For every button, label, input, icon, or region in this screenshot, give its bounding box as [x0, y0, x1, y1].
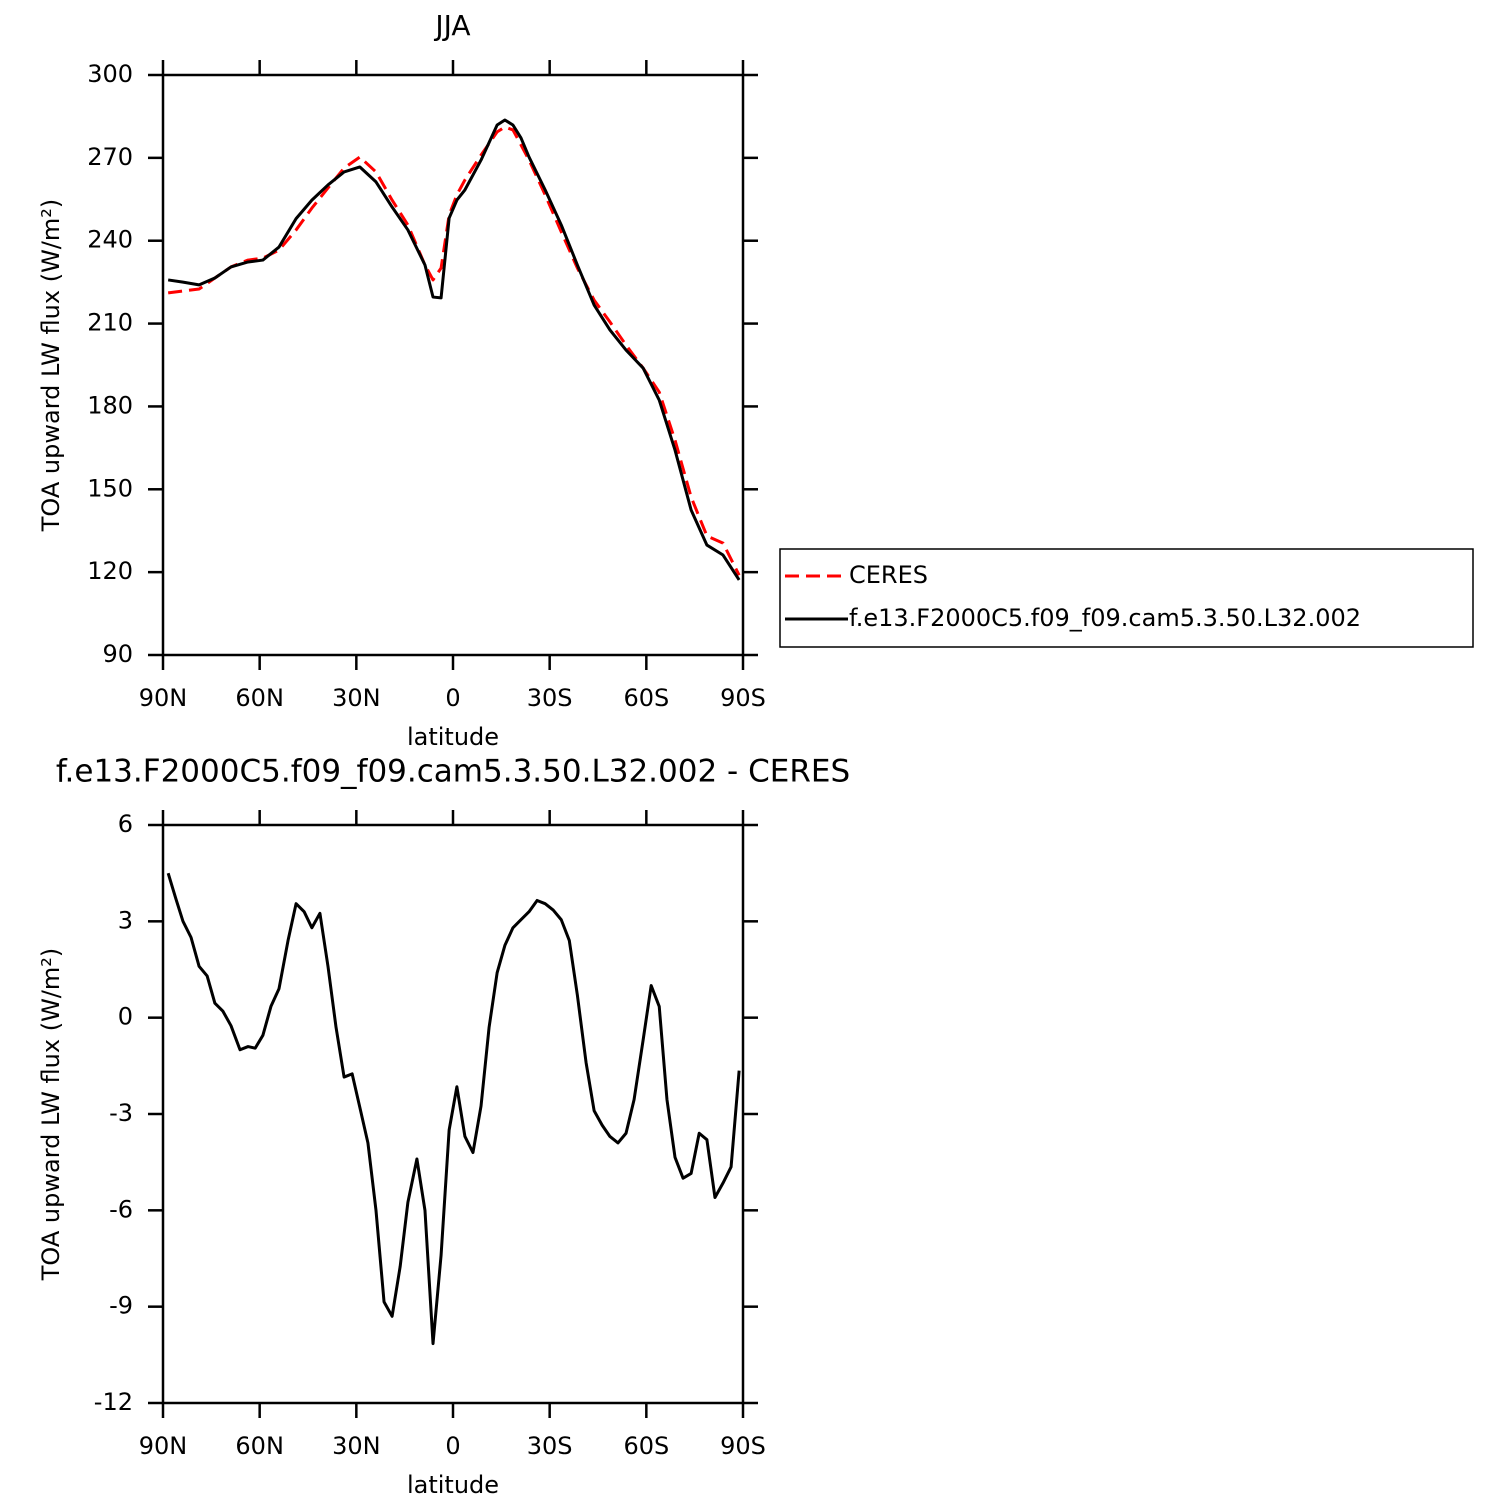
- x-tick-label: 30S: [527, 684, 573, 712]
- y-tick-label: -12: [94, 1388, 133, 1416]
- y-tick-label: -9: [109, 1292, 133, 1320]
- x-tick-label: 90N: [139, 684, 188, 712]
- x-tick-label: 90N: [139, 1432, 188, 1460]
- x-axis-label: latitude: [407, 1471, 499, 1499]
- y-tick-label: 0: [118, 1003, 133, 1031]
- x-tick-label: 60N: [235, 684, 284, 712]
- x-tick-label: 30N: [332, 684, 381, 712]
- data-line: [166, 872, 741, 1346]
- y-tick-label: 180: [87, 391, 133, 419]
- plot-frame: [161, 823, 745, 1405]
- series-line: [167, 118, 741, 581]
- y-tick-label: 240: [87, 226, 133, 254]
- y-axis-label: TOA upward LW flux (W/m²): [37, 948, 65, 1282]
- y-tick-label: -3: [109, 1099, 133, 1127]
- y-tick-label: 90: [102, 640, 133, 668]
- x-tick-label: 60N: [235, 1432, 284, 1460]
- chart-title: f.e13.F2000C5.f09_f09.cam5.3.50.L32.002 …: [56, 754, 850, 790]
- x-tick-label: 60S: [623, 684, 669, 712]
- x-tick-label: 60S: [623, 1432, 669, 1460]
- y-tick-label: 300: [87, 60, 133, 88]
- plot-frame: [161, 73, 745, 657]
- x-tick-label: 30N: [332, 1432, 381, 1460]
- y-tick-label: 270: [87, 143, 133, 171]
- x-tick-label: 0: [445, 1432, 460, 1460]
- legend-label: CERES: [849, 561, 928, 589]
- y-tick-label: 3: [118, 906, 133, 934]
- chart-title: JJA: [433, 9, 470, 42]
- x-tick-label: 90S: [720, 684, 766, 712]
- y-tick-label: -6: [109, 1195, 133, 1223]
- y-tick-label: 6: [118, 810, 133, 838]
- series-line: [167, 125, 741, 576]
- legend-box: [779, 548, 1474, 648]
- x-axis-label: latitude: [407, 723, 499, 751]
- x-tick-label: 0: [445, 684, 460, 712]
- y-tick-label: 210: [87, 309, 133, 337]
- y-tick-label: 150: [87, 474, 133, 502]
- x-tick-label: 30S: [527, 1432, 573, 1460]
- legend-label: f.e13.F2000C5.f09_f09.cam5.3.50.L32.002: [849, 604, 1361, 632]
- y-axis-label: TOA upward LW flux (W/m²): [37, 199, 65, 533]
- y-tick-label: 120: [87, 557, 133, 585]
- x-tick-label: 90S: [720, 1432, 766, 1460]
